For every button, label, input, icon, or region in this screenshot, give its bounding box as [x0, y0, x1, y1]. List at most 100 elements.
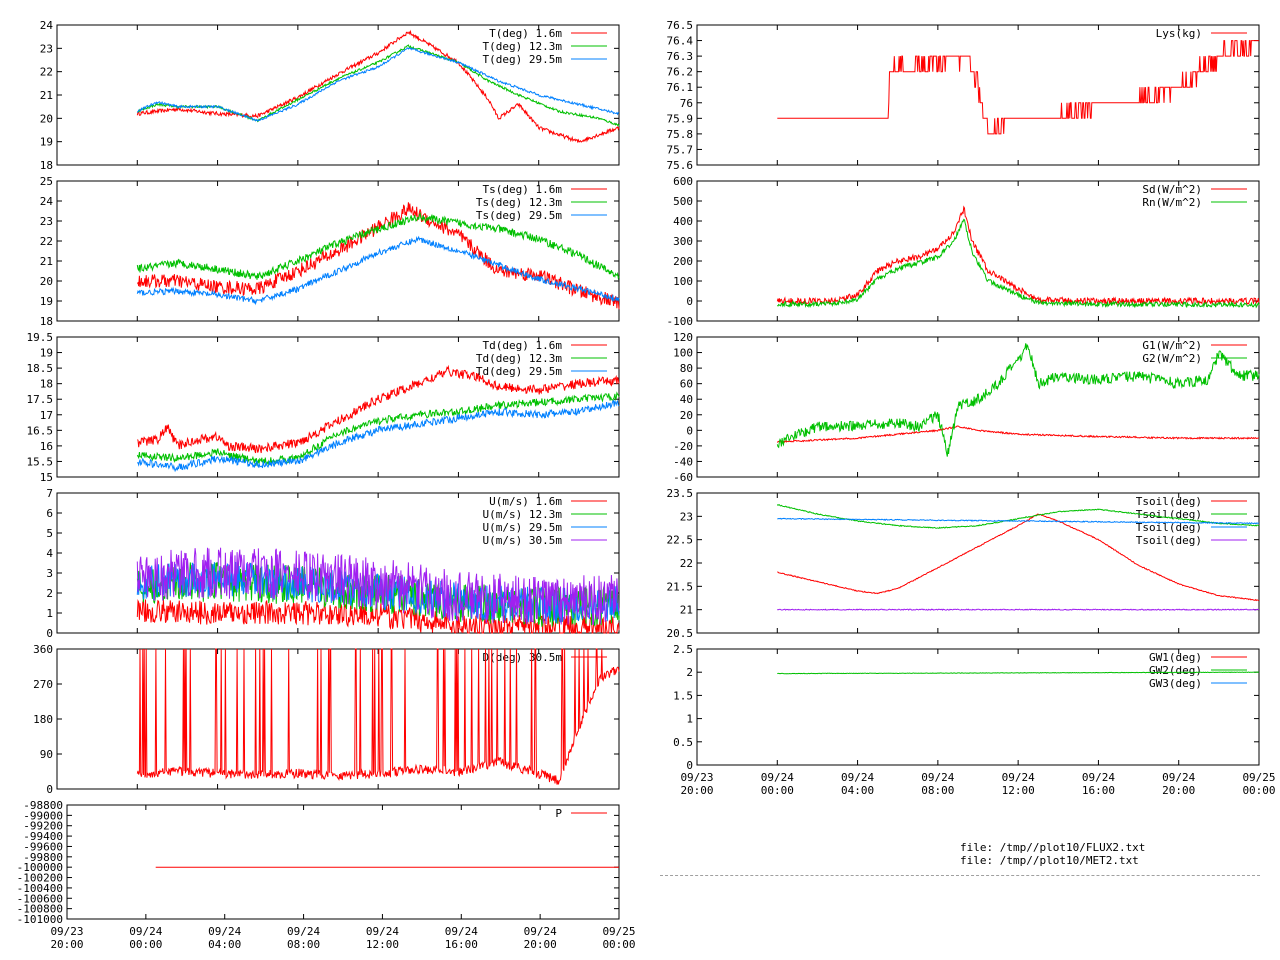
- series-line-2: [777, 517, 1260, 525]
- y-tick-label: -99600: [23, 840, 63, 853]
- legend-label: Tsoil(deg): [1136, 521, 1202, 534]
- separator-line: [660, 875, 1260, 876]
- y-tick-label: -98800: [23, 799, 63, 812]
- legend-label: T(deg) 29.5m: [483, 53, 563, 66]
- series-line-1: [777, 671, 1259, 675]
- series-line-0: [777, 513, 1260, 602]
- chart-rad: -100 0 100 200 300 400 500 600 Sd(W/m^2)Rn(W/m^2…: [667, 175, 1260, 328]
- chart-temp: 18 19 20 21 22 23 24 T(deg) 1.6mT(deg) 12.3mT(d…: [40, 19, 620, 172]
- y-tick-label: -100000: [17, 861, 63, 874]
- x-tick-label: 09/25: [602, 925, 635, 938]
- y-tick-label: -99000: [23, 809, 63, 822]
- y-tick-label: 21: [680, 604, 693, 617]
- x-tick-label: 16:00: [1082, 784, 1115, 797]
- y-tick-label: 21: [40, 89, 53, 102]
- series-line-0: [136, 648, 620, 785]
- legend-label: GW3(deg): [1149, 677, 1202, 690]
- plot-frame: [696, 24, 1260, 166]
- y-tick-label: 0: [46, 627, 53, 640]
- y-tick-label: 80: [680, 362, 693, 375]
- y-tick-label: 600: [673, 175, 693, 188]
- y-tick-label: 22: [40, 235, 53, 248]
- series-line-1: [136, 211, 620, 281]
- x-tick-label: 09/24: [1002, 771, 1035, 784]
- series-line-0: [137, 364, 620, 454]
- y-tick-label: 20: [40, 275, 53, 288]
- x-tick-label: 09/25: [1242, 771, 1275, 784]
- x-tick-label: 08:00: [921, 784, 954, 797]
- series-line-3: [777, 608, 1260, 611]
- y-tick-label: 180: [33, 713, 53, 726]
- chart-dew: 15 15.5 16 16.5 17 17.5 18 18.5 19 19.5 Td(deg) 1.…: [27, 331, 620, 484]
- x-tick-label: 04:00: [841, 784, 874, 797]
- legend-label: Lys(kg): [1156, 27, 1202, 40]
- y-tick-label: 19.5: [27, 331, 54, 344]
- y-tick-label: 1: [686, 713, 693, 726]
- y-tick-label: 300: [673, 235, 693, 248]
- y-tick-label: 75.6: [667, 159, 694, 172]
- y-tick-label: 0: [686, 424, 693, 437]
- y-tick-label: 15.5: [27, 455, 54, 468]
- x-tick-label: 09/23: [680, 771, 713, 784]
- file-line-flux: file: /tmp//plot10/FLUX2.txt: [960, 841, 1146, 854]
- y-tick-label: 16: [40, 440, 53, 453]
- y-tick-label: 90: [40, 748, 53, 761]
- legend-label: G1(W/m^2): [1142, 339, 1202, 352]
- y-tick-label: -100200: [17, 872, 63, 885]
- plot-frame: [696, 648, 1260, 766]
- y-tick-label: 400: [673, 215, 693, 228]
- y-tick-label: -99400: [23, 830, 63, 843]
- y-tick-label: 22: [680, 557, 693, 570]
- y-tick-label: 2: [686, 666, 693, 679]
- y-tick-label: 4: [46, 547, 53, 560]
- legend-label: U(m/s) 1.6m: [489, 495, 562, 508]
- y-tick-label: 75.9: [667, 112, 694, 125]
- series-line-2: [136, 235, 620, 306]
- chart-wind: 0 1 2 3 4 5 6 7 U(m/s) 1.6mU(m/s) 12.3mU(m/s) 29…: [46, 487, 620, 640]
- y-tick-label: 120: [673, 331, 693, 344]
- legend-label: Tsoil(deg): [1136, 508, 1202, 521]
- x-tick-label: 00:00: [1242, 784, 1275, 797]
- y-tick-label: 24: [40, 195, 54, 208]
- x-tick-label: 09/24: [1162, 771, 1195, 784]
- legend-label: Td(deg) 29.5m: [476, 365, 562, 378]
- y-tick-label: -100600: [17, 892, 63, 905]
- y-tick-label: -100800: [17, 903, 63, 916]
- x-tick-label: 08:00: [287, 938, 320, 951]
- x-tick-label: 09/24: [208, 925, 241, 938]
- y-tick-label: 15: [40, 471, 53, 484]
- series-line-2: [137, 399, 620, 473]
- y-tick-label: 19: [40, 347, 53, 360]
- y-tick-label: 16.5: [27, 424, 54, 437]
- x-tick-label: 09/24: [287, 925, 320, 938]
- y-tick-label: 200: [673, 255, 693, 268]
- y-tick-label: 76.1: [667, 81, 694, 94]
- x-tick-label: 00:00: [129, 938, 162, 951]
- x-tick-label: 09/24: [445, 925, 478, 938]
- series-line-0: [136, 29, 620, 144]
- plot-frame: [56, 336, 620, 478]
- legend-label: GW1(deg): [1149, 651, 1202, 664]
- legend-label: D(deg) 30.5m: [483, 651, 563, 664]
- x-tick-label: 09/24: [366, 925, 399, 938]
- y-tick-label: 76: [680, 97, 693, 110]
- y-tick-label: 270: [33, 678, 53, 691]
- y-tick-label: 18: [40, 315, 53, 328]
- legend-label: GW2(deg): [1149, 664, 1202, 677]
- y-tick-label: 19: [40, 136, 53, 149]
- x-tick-label: 09/23: [50, 925, 83, 938]
- x-tick-label: 16:00: [445, 938, 478, 951]
- x-tick-label: 09/24: [1082, 771, 1115, 784]
- file-line-met: file: /tmp//plot10/MET2.txt: [960, 854, 1139, 867]
- series-line-0: [776, 205, 1260, 306]
- y-tick-label: 40: [680, 393, 693, 406]
- y-tick-label: 17.5: [27, 393, 54, 406]
- series-line-3: [136, 547, 620, 625]
- plot-frame: [56, 492, 620, 634]
- plot-frame: [696, 180, 1260, 322]
- y-tick-label: 1: [46, 607, 53, 620]
- y-tick-label: 360: [33, 643, 53, 656]
- x-tick-label: 20:00: [50, 938, 83, 951]
- y-tick-label: 2.5: [673, 643, 693, 656]
- y-tick-label: 0: [46, 783, 53, 796]
